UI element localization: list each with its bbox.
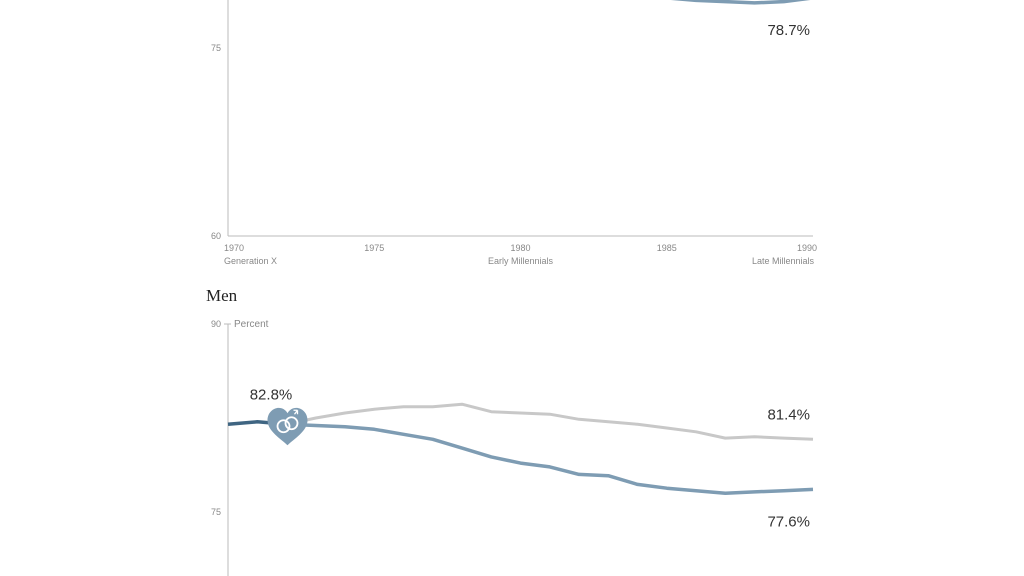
data-label-start: 82.8% — [250, 386, 293, 403]
chart-men: Men 90 75 Percent 82.8% 81.4% 77.6% — [0, 280, 1024, 576]
ring-left — [276, 419, 291, 434]
generation-label: Late Millennials — [752, 256, 815, 266]
ring-right — [284, 416, 299, 431]
chart-title: Men — [206, 286, 238, 305]
chart-women: 60 75 1970 1975 1980 1985 1990 Generation X Earl… — [0, 0, 1024, 280]
chart-men-svg: 90 75 Percent 82.8% 81.4% 77.6% — [211, 319, 814, 576]
chart-women-svg: 60 75 1970 1975 1980 1985 1990 Generation X Earl… — [211, 0, 817, 266]
data-label-end-upper: 81.4% — [767, 406, 810, 423]
ring-arrow — [293, 409, 299, 415]
series-line-lower — [670, 0, 811, 5]
heart-rings-icon — [267, 407, 308, 446]
x-tick-label: 1985 — [657, 243, 677, 253]
generation-label: Generation X — [224, 256, 277, 266]
x-tick-label: 1970 — [224, 243, 244, 253]
x-tick-label: 1975 — [364, 243, 384, 253]
y-axis-label: Percent — [234, 319, 269, 330]
y-tick-label: 75 — [211, 507, 221, 517]
x-tick-label: 1980 — [510, 243, 530, 253]
x-tick-label: 1990 — [797, 243, 817, 253]
y-tick-label: 90 — [211, 319, 221, 329]
generation-label: Early Millennials — [488, 256, 554, 266]
series-line-lower — [286, 422, 814, 495]
data-label-end-lower: 77.6% — [767, 513, 810, 530]
series-line-upper — [286, 402, 814, 441]
y-tick-label: 60 — [211, 231, 221, 241]
y-tick-label: 75 — [211, 43, 221, 53]
data-label-end-lower: 78.7% — [767, 22, 810, 39]
